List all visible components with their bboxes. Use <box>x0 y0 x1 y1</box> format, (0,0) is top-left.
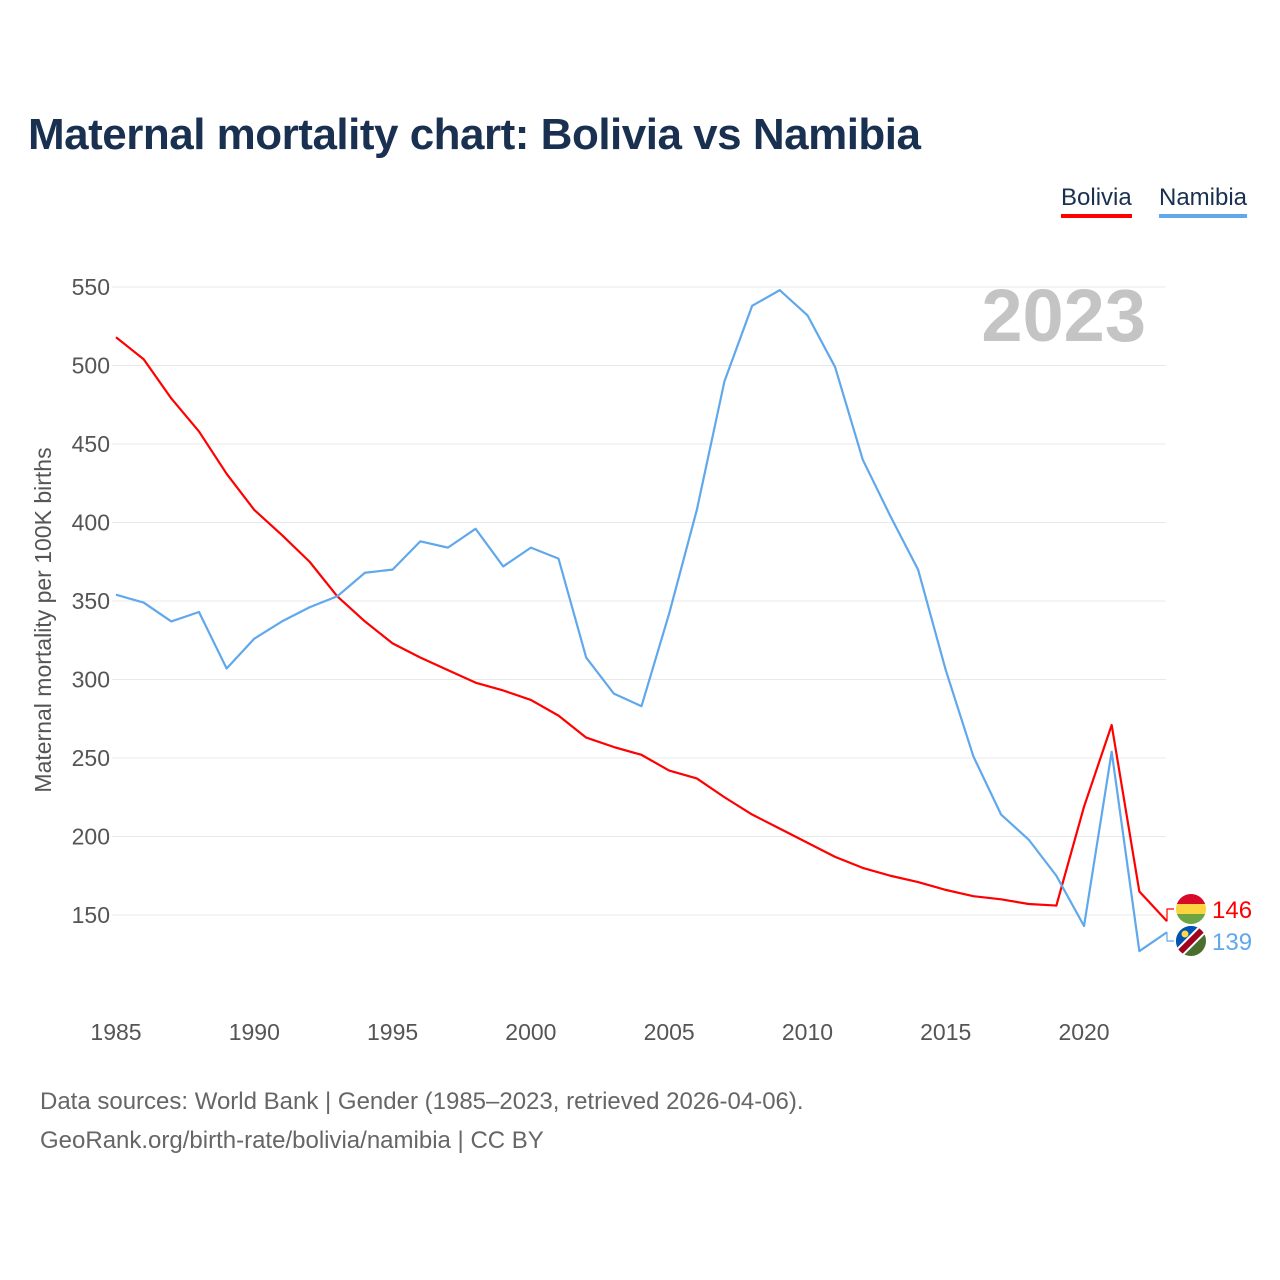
y-tick-label: 350 <box>72 588 110 614</box>
x-tick-label: 1995 <box>367 1019 418 1045</box>
namibia-flag-icon <box>1176 926 1206 956</box>
source-note: Data sources: World Bank | Gender (1985–… <box>40 1088 804 1115</box>
end-value-label-bolivia: 146 <box>1212 897 1252 924</box>
series-line-namibia <box>115 289 1168 953</box>
x-tick-label: 1985 <box>90 1019 141 1045</box>
y-tick-label: 450 <box>72 431 110 457</box>
x-tick-label: 2020 <box>1058 1019 1109 1045</box>
x-tick-label: 2005 <box>644 1019 695 1045</box>
bolivia-flag-icon <box>1176 894 1206 924</box>
legend-bolivia[interactable]: Bolivia <box>1061 184 1132 218</box>
chart-title: Maternal mortality chart: Bolivia vs Nam… <box>28 110 921 159</box>
y-tick-label: 200 <box>72 824 110 850</box>
x-tick-label: 1990 <box>229 1019 280 1045</box>
y-axis-label: Maternal mortality per 100K births <box>30 447 56 792</box>
year-overlay: 2023 <box>981 274 1146 357</box>
label-connector <box>1166 932 1174 942</box>
y-tick-label: 150 <box>72 902 110 928</box>
y-tick-label: 400 <box>72 510 110 536</box>
x-tick-label: 2010 <box>782 1019 833 1045</box>
y-tick-label: 500 <box>72 353 110 379</box>
legend-namibia[interactable]: Namibia <box>1159 184 1248 218</box>
y-tick-label: 550 <box>72 274 110 300</box>
series-line-bolivia <box>115 336 1168 923</box>
label-connector <box>1166 908 1174 922</box>
y-tick-label: 300 <box>72 667 110 693</box>
source-url[interactable]: GeoRank.org/birth-rate/bolivia/namibia |… <box>40 1127 544 1154</box>
x-tick-label: 2000 <box>505 1019 556 1045</box>
x-tick-label: 2015 <box>920 1019 971 1045</box>
end-value-label-namibia: 139 <box>1212 929 1252 956</box>
y-tick-label: 250 <box>72 745 110 771</box>
